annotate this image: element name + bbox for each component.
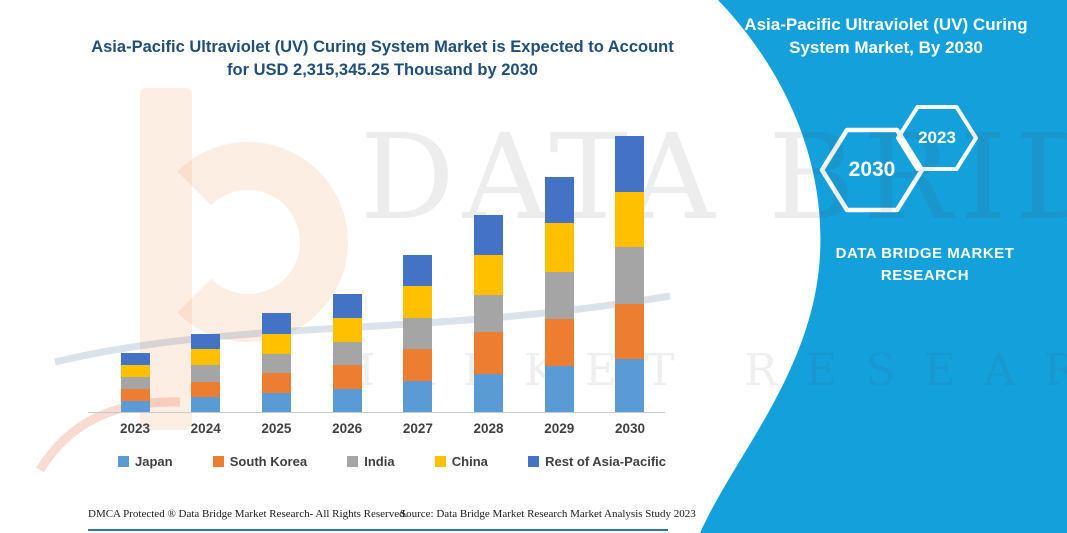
legend-label: India <box>364 454 395 469</box>
bar-segment-rest-of-asia-pacific-2029 <box>544 176 574 224</box>
x-axis-label-2024: 2024 <box>190 421 221 436</box>
bar-segment-india-2030 <box>615 246 645 304</box>
bar-segment-rest-of-asia-pacific-2025 <box>261 312 291 334</box>
legend-label: Japan <box>135 454 173 469</box>
bar-segment-japan-2030 <box>615 358 645 412</box>
stacked-bar-2023 <box>120 353 150 412</box>
bar-segment-south-korea-2030 <box>615 303 645 359</box>
swoosh-curve-orange <box>36 397 181 473</box>
legend-item-rest-of-asia-pacific: Rest of Asia-Pacific <box>528 454 666 469</box>
stacked-bar-2026 <box>332 293 362 412</box>
x-axis-label-2029: 2029 <box>544 421 575 436</box>
x-axis-label-2025: 2025 <box>261 421 292 436</box>
bar-segment-rest-of-asia-pacific-2026 <box>332 293 362 318</box>
bar-segment-south-korea-2026 <box>332 364 362 389</box>
stacked-bar-2029 <box>544 176 574 412</box>
bar-segment-china-2025 <box>261 333 291 354</box>
x-axis-label-2030: 2030 <box>614 421 645 436</box>
bar-segment-india-2023 <box>120 376 150 389</box>
bar-segment-rest-of-asia-pacific-2027 <box>403 255 433 286</box>
bar-segment-south-korea-2027 <box>403 349 433 382</box>
badge-year-2030: 2030 <box>848 158 896 181</box>
legend: Japan South Korea India China Rest of Asia-P… <box>118 454 666 469</box>
hexagon-badge-2023 <box>896 105 978 171</box>
bar-segment-south-korea-2024 <box>191 381 221 397</box>
bar-segment-south-korea-2023 <box>120 388 150 402</box>
bar-segment-japan-2029 <box>544 365 574 412</box>
badge-year-2023: 2023 <box>918 128 956 147</box>
bar-segment-japan-2025 <box>261 392 291 412</box>
legend-item-south-korea: South Korea <box>212 454 308 469</box>
bar-segment-south-korea-2028 <box>474 331 504 374</box>
bar-segment-japan-2027 <box>403 381 433 412</box>
stacked-bar-2025 <box>261 312 291 412</box>
x-axis-label-2023: 2023 <box>119 421 151 436</box>
footer-source: Source: Data Bridge Market Research Mark… <box>400 508 696 520</box>
bar-segment-rest-of-asia-pacific-2030 <box>615 136 645 192</box>
legend-swatch-icon <box>434 456 446 467</box>
bar-segment-china-2023 <box>120 365 150 377</box>
legend-item-india: India <box>347 454 395 469</box>
legend-label: South Korea <box>229 454 308 469</box>
bar-segment-india-2025 <box>261 353 291 373</box>
bar-segment-china-2028 <box>474 254 504 295</box>
legend-swatch-icon <box>212 456 224 467</box>
legend-swatch-icon <box>528 456 540 467</box>
x-axis-line <box>88 412 665 413</box>
stacked-bar-2027 <box>403 255 433 412</box>
stacked-bar-2030 <box>615 136 645 412</box>
bar-segment-china-2027 <box>403 285 433 318</box>
x-axis-label-2026: 2026 <box>332 421 363 436</box>
bar-segment-south-korea-2025 <box>261 372 291 393</box>
x-axis-label-2027: 2027 <box>402 421 433 436</box>
bar-segment-india-2024 <box>191 364 221 382</box>
legend-swatch-icon <box>347 456 359 467</box>
bar-segment-japan-2023 <box>120 401 150 412</box>
watermark-market-research: MARKET RESEARCH <box>330 345 1067 396</box>
footer-dmca: DMCA Protected ® Data Bridge Market Rese… <box>88 508 408 520</box>
x-axis-label-2028: 2028 <box>473 421 504 436</box>
brand-name: DATA BRIDGE MARKET RESEARCH <box>835 245 1015 284</box>
bar-segment-japan-2024 <box>191 396 221 412</box>
stacked-bar-2028 <box>474 215 504 412</box>
footer-divider <box>88 529 668 531</box>
bar-segment-rest-of-asia-pacific-2023 <box>120 353 150 366</box>
legend-label: China <box>451 454 488 469</box>
chart-title: Asia-Pacific Ultraviolet (UV) Curing Sys… <box>91 38 674 80</box>
bar-segment-china-2029 <box>544 223 574 273</box>
stacked-bar-2024 <box>191 333 221 412</box>
bar-segment-india-2028 <box>474 294 504 332</box>
bar-segment-china-2024 <box>191 348 221 365</box>
bar-segment-japan-2026 <box>332 388 362 412</box>
bar-segment-japan-2028 <box>474 373 504 412</box>
legend-label: Rest of Asia-Pacific <box>545 454 666 469</box>
legend-item-japan: Japan <box>118 454 173 469</box>
bar-segment-india-2029 <box>544 272 574 319</box>
bar-segment-south-korea-2029 <box>544 318 574 366</box>
legend-item-china: China <box>434 454 488 469</box>
bar-segment-rest-of-asia-pacific-2028 <box>474 215 504 255</box>
bar-segment-india-2027 <box>403 317 433 350</box>
bar-segment-rest-of-asia-pacific-2024 <box>191 333 221 349</box>
side-panel-title: Asia-Pacific Ultraviolet (UV) Curing Sys… <box>744 15 1028 57</box>
bar-segment-china-2026 <box>332 317 362 342</box>
bar-segment-china-2030 <box>615 191 645 247</box>
legend-swatch-icon <box>118 456 129 467</box>
bar-segment-india-2026 <box>332 341 362 365</box>
